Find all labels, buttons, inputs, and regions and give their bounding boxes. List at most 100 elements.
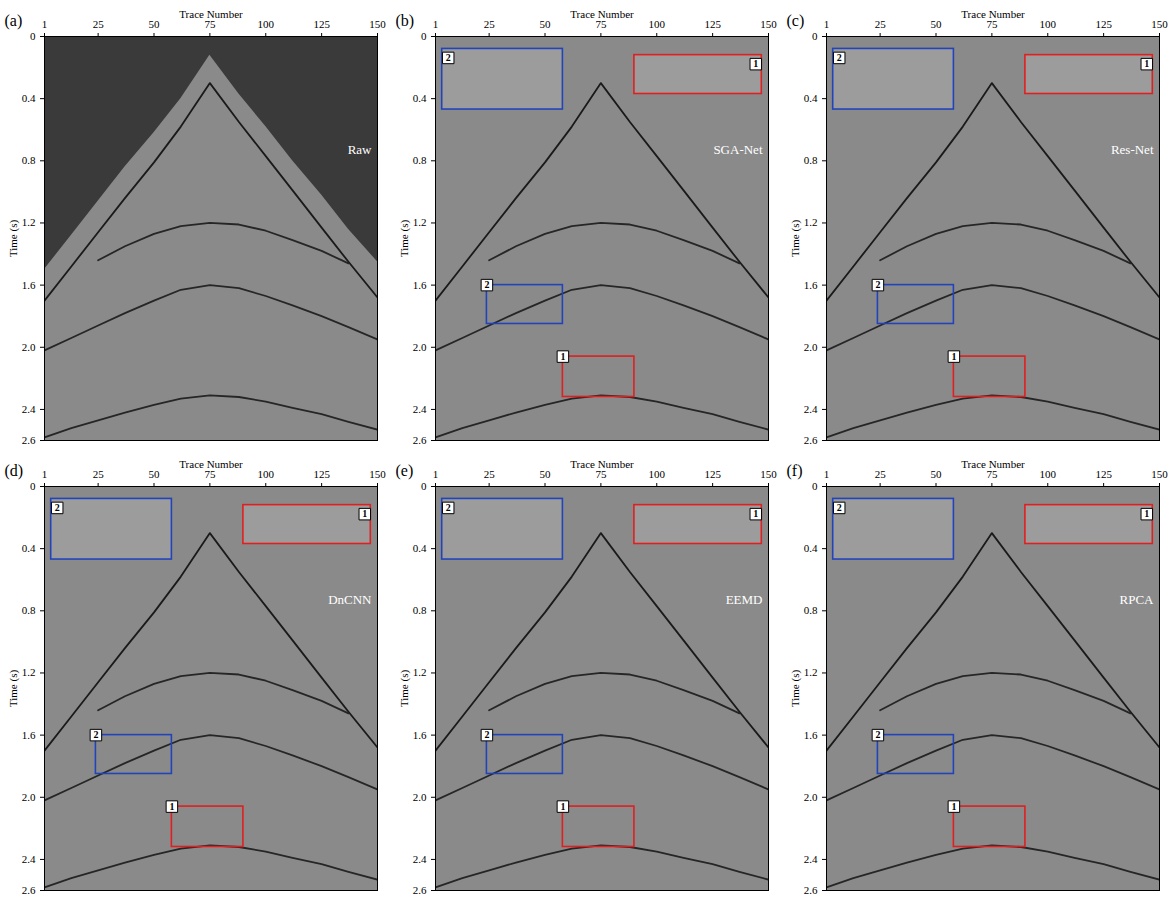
svg-text:100: 100 (649, 18, 666, 30)
svg-text:0: 0 (421, 480, 427, 492)
svg-text:0: 0 (812, 480, 818, 492)
svg-text:0.8: 0.8 (22, 604, 36, 616)
svg-text:Time (s): Time (s) (7, 670, 20, 708)
svg-text:1: 1 (362, 508, 367, 519)
svg-text:1: 1 (433, 468, 439, 480)
svg-text:(d): (d) (5, 462, 24, 480)
svg-text:1: 1 (433, 18, 439, 30)
svg-text:125: 125 (1095, 18, 1112, 30)
svg-text:0.4: 0.4 (804, 542, 818, 554)
svg-text:Time (s): Time (s) (398, 220, 411, 258)
svg-text:Res-Net: Res-Net (1111, 142, 1154, 157)
svg-text:1.6: 1.6 (22, 729, 36, 741)
svg-text:0.8: 0.8 (22, 154, 36, 166)
svg-text:1: 1 (1144, 508, 1149, 519)
svg-text:150: 150 (369, 18, 386, 30)
svg-text:Time (s): Time (s) (398, 670, 411, 708)
svg-text:100: 100 (1040, 18, 1057, 30)
svg-text:25: 25 (484, 468, 496, 480)
svg-text:2.6: 2.6 (22, 434, 36, 446)
svg-text:Trace Number: Trace Number (961, 458, 1025, 470)
svg-text:Raw: Raw (348, 142, 372, 157)
svg-text:EEMD: EEMD (726, 592, 763, 607)
svg-text:2: 2 (93, 729, 98, 740)
svg-text:0.8: 0.8 (413, 604, 427, 616)
svg-text:1: 1 (169, 801, 174, 812)
svg-text:2.0: 2.0 (22, 341, 36, 353)
svg-text:2: 2 (875, 279, 880, 290)
svg-text:1: 1 (824, 468, 830, 480)
svg-text:150: 150 (1151, 18, 1168, 30)
svg-text:2.6: 2.6 (804, 884, 818, 896)
svg-text:150: 150 (1151, 468, 1168, 480)
svg-text:1.6: 1.6 (804, 279, 818, 291)
svg-text:2: 2 (837, 502, 842, 513)
svg-text:0.4: 0.4 (413, 92, 427, 104)
svg-text:50: 50 (931, 18, 943, 30)
svg-text:125: 125 (1095, 468, 1112, 480)
svg-text:2: 2 (837, 52, 842, 63)
svg-text:2.4: 2.4 (413, 403, 427, 415)
svg-text:2.0: 2.0 (804, 341, 818, 353)
svg-text:150: 150 (369, 468, 386, 480)
svg-text:1: 1 (753, 58, 758, 69)
svg-text:100: 100 (649, 468, 666, 480)
svg-text:2.4: 2.4 (22, 853, 36, 865)
svg-text:0.8: 0.8 (804, 604, 818, 616)
svg-text:1.2: 1.2 (22, 216, 36, 228)
svg-text:50: 50 (540, 468, 552, 480)
svg-text:2.4: 2.4 (804, 853, 818, 865)
svg-text:25: 25 (484, 18, 496, 30)
svg-text:2.4: 2.4 (804, 403, 818, 415)
svg-text:2: 2 (484, 279, 489, 290)
svg-text:25: 25 (93, 468, 105, 480)
svg-text:1: 1 (42, 468, 48, 480)
svg-text:1.2: 1.2 (413, 666, 427, 678)
svg-text:(f): (f) (787, 462, 803, 480)
svg-text:0.8: 0.8 (804, 154, 818, 166)
svg-text:1.2: 1.2 (413, 216, 427, 228)
svg-text:125: 125 (704, 468, 721, 480)
svg-text:1.2: 1.2 (804, 666, 818, 678)
svg-text:50: 50 (931, 468, 943, 480)
svg-text:1.2: 1.2 (804, 216, 818, 228)
svg-text:1: 1 (753, 508, 758, 519)
svg-text:1: 1 (1144, 58, 1149, 69)
svg-text:2.6: 2.6 (413, 884, 427, 896)
svg-text:Time (s): Time (s) (7, 220, 20, 258)
svg-text:0.8: 0.8 (413, 154, 427, 166)
svg-text:Trace Number: Trace Number (179, 8, 243, 20)
svg-text:(b): (b) (396, 12, 415, 30)
svg-text:2.4: 2.4 (22, 403, 36, 415)
svg-text:1.6: 1.6 (413, 729, 427, 741)
svg-text:1.2: 1.2 (22, 666, 36, 678)
svg-text:100: 100 (258, 18, 275, 30)
svg-text:(e): (e) (396, 462, 414, 480)
svg-text:0.4: 0.4 (22, 92, 36, 104)
svg-text:50: 50 (149, 468, 161, 480)
svg-text:0: 0 (421, 30, 427, 42)
svg-text:SGA-Net: SGA-Net (713, 142, 762, 157)
svg-text:1: 1 (951, 351, 956, 362)
svg-text:50: 50 (540, 18, 552, 30)
svg-text:1: 1 (560, 801, 565, 812)
svg-text:125: 125 (313, 468, 330, 480)
svg-text:2.0: 2.0 (22, 791, 36, 803)
svg-text:DnCNN: DnCNN (328, 592, 372, 607)
svg-text:0: 0 (30, 480, 36, 492)
svg-text:150: 150 (760, 18, 777, 30)
svg-text:2: 2 (446, 52, 451, 63)
svg-text:0: 0 (812, 30, 818, 42)
svg-text:2.6: 2.6 (804, 434, 818, 446)
svg-text:2.6: 2.6 (413, 434, 427, 446)
svg-text:0.4: 0.4 (413, 542, 427, 554)
svg-text:Trace Number: Trace Number (961, 8, 1025, 20)
svg-text:1.6: 1.6 (22, 279, 36, 291)
svg-text:1: 1 (824, 18, 830, 30)
svg-text:25: 25 (875, 468, 887, 480)
svg-text:2.0: 2.0 (413, 341, 427, 353)
svg-text:50: 50 (149, 18, 161, 30)
svg-text:1.6: 1.6 (413, 279, 427, 291)
svg-text:2.0: 2.0 (804, 791, 818, 803)
svg-text:125: 125 (704, 18, 721, 30)
